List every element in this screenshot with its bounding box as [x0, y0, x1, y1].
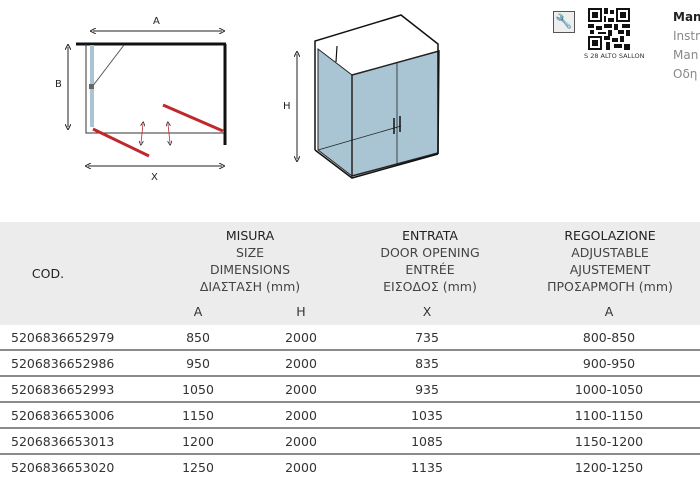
cell-a: 1200 — [182, 434, 214, 449]
manual-link[interactable]: Οδη — [673, 67, 698, 81]
cell-a: 950 — [186, 356, 210, 371]
cell-x: 935 — [415, 382, 439, 397]
support-bar — [91, 44, 125, 88]
cell-x: 1085 — [411, 434, 443, 449]
manual-title[interactable]: Man — [673, 10, 700, 24]
table-row: 5206836653020 1250 2000 1135 1200-1250 — [0, 455, 700, 481]
header-line: DOOR OPENING — [380, 245, 480, 260]
cell-a: 1150 — [182, 408, 214, 423]
cell-h: 2000 — [285, 408, 317, 423]
table-row: 5206836653006 1150 2000 1035 1100-1150 — [0, 403, 700, 429]
header-line: REGOLAZIONE — [564, 228, 656, 243]
header-line: ADJUSTABLE — [571, 245, 649, 260]
tray-back — [317, 125, 402, 151]
bracket — [89, 84, 94, 89]
cell-h: 2000 — [285, 434, 317, 449]
header-line: ΔΙΑΣΤΑΣΗ (mm) — [199, 279, 301, 294]
cell-x: 735 — [415, 330, 439, 345]
header-code: COD. — [32, 265, 64, 282]
cell-code: 5206836653006 — [11, 408, 115, 423]
cell-a: 850 — [186, 330, 210, 345]
manual-link[interactable]: Man — [673, 48, 699, 62]
header-line: ΠΡΟΣΑΡΜΟΓΗ (mm) — [547, 279, 673, 294]
header-line: ΕΙΣΟΔΟΣ (mm) — [383, 279, 477, 294]
header-adjust: REGOLAZIONE ADJUSTABLE AJUSTEMENT ΠΡΟΣΑΡ… — [547, 227, 673, 295]
manual-links: Man Instr Man Οδη — [673, 8, 700, 84]
support-rod — [335, 45, 338, 63]
cell-code: 5206836653020 — [11, 460, 115, 475]
cell-adj: 1100-1150 — [574, 408, 644, 423]
cell-adj: 1200-1250 — [574, 460, 644, 475]
door-right — [162, 103, 224, 133]
door-left — [92, 127, 150, 158]
plan-diagram — [0, 14, 440, 179]
header-line: DIMENSIONS — [209, 262, 291, 277]
cell-code: 5206836653013 — [11, 434, 115, 449]
header-line: MISURA — [225, 228, 275, 243]
subheader-x: X — [422, 304, 432, 319]
label-h: H — [283, 101, 291, 112]
qr-code[interactable] — [588, 8, 630, 50]
table-row: 5206836652993 1050 2000 935 1000-1050 — [0, 377, 700, 403]
header-code-label: COD. — [31, 266, 65, 281]
table-row: 5206836653013 1200 2000 1085 1150-1200 — [0, 429, 700, 455]
label-x: X — [151, 172, 158, 183]
subheader-a: A — [193, 304, 203, 319]
cell-a: 1050 — [182, 382, 214, 397]
cell-code: 5206836652993 — [11, 382, 115, 397]
header-opening: ENTRATA DOOR OPENING ENTRÉE ΕΙΣΟΔΟΣ (mm) — [380, 227, 479, 295]
subheader-adj: A — [604, 304, 614, 319]
cell-h: 2000 — [285, 382, 317, 397]
cell-adj: 1150-1200 — [574, 434, 644, 449]
label-b: B — [55, 79, 62, 90]
swing-arrow-left — [141, 124, 143, 143]
diagrams: A B X H — [0, 0, 700, 222]
table-row: 5206836652986 950 2000 835 900-950 — [0, 351, 700, 377]
cell-h: 2000 — [285, 356, 317, 371]
cell-h: 2000 — [285, 460, 317, 475]
frame-top — [314, 14, 439, 154]
tray-outline — [85, 44, 224, 134]
cell-adj: 800-850 — [582, 330, 636, 345]
table-row: 5206836652979 850 2000 735 800-850 — [0, 325, 700, 351]
cell-code: 5206836652986 — [11, 356, 115, 371]
swing-arrow-right — [168, 124, 170, 143]
cell-x: 835 — [415, 356, 439, 371]
cell-h: 2000 — [285, 330, 317, 345]
tray-base — [314, 149, 439, 179]
wrench-icon[interactable]: 🔧 — [553, 11, 575, 33]
cell-adj: 1000-1050 — [574, 382, 644, 397]
cell-x: 1035 — [411, 408, 443, 423]
manual-link[interactable]: Instr — [673, 29, 700, 43]
header-line: ENTRÉE — [405, 262, 455, 277]
qr-caption: S 28 ALTO SALLON — [584, 52, 645, 60]
cell-adj: 900-950 — [582, 356, 636, 371]
table-header — [0, 222, 700, 325]
cell-a: 1250 — [182, 460, 214, 475]
header-line: ENTRATA — [402, 228, 458, 243]
header-size: MISURA SIZE DIMENSIONS ΔΙΑΣΤΑΣΗ (mm) — [200, 227, 300, 295]
subheader-h: H — [296, 304, 306, 319]
label-a: A — [153, 16, 160, 27]
header-line: SIZE — [235, 245, 265, 260]
cell-code: 5206836652979 — [11, 330, 115, 345]
cell-x: 1135 — [411, 460, 443, 475]
header-line: AJUSTEMENT — [569, 262, 651, 277]
